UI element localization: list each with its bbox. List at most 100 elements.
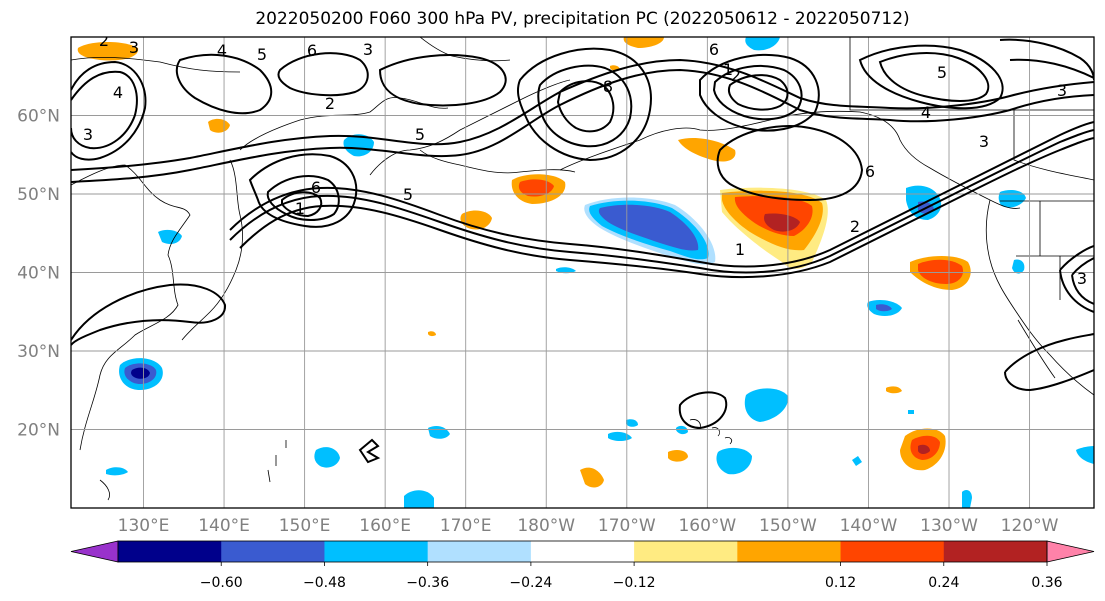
precip-negative-area [908,410,914,414]
pv-contour-label: 2 [731,66,741,85]
graticule [71,37,1094,508]
pv-contour [878,52,990,102]
pv-contour [712,65,803,121]
pv-contour [537,64,633,148]
colorbar-tick-label: −0.48 [303,575,346,591]
longitude-label: 120°W [1001,516,1059,536]
longitude-label: 170°E [440,516,492,536]
pv-contour-label: 1 [295,199,305,218]
precip-negative-area [556,267,576,274]
precip-negative-area [343,134,374,157]
pv-contour [1004,333,1094,392]
precip-negative-area [745,37,780,51]
pv-contour-label: 3 [83,125,93,144]
colorbar-tick-label: −0.24 [509,575,552,591]
pv-contour [175,53,273,115]
pv-contour [727,74,789,111]
pv-contour-label: 4 [113,83,123,102]
colorbar-bin [737,541,842,562]
longitude-label: 160°W [678,516,736,536]
pv-contour [229,121,1094,268]
longitude-label: 140°W [840,516,898,536]
pv-contour-label: 3 [129,38,139,57]
colorbar-extend-low [70,540,119,563]
pv-contour [378,54,507,107]
pv-contour [239,137,1094,279]
colorbar-tick-label: −0.12 [613,575,656,591]
pv-contour-label: 6 [709,40,719,59]
latitude-label: 20°N [17,421,60,441]
pv-contour-label: 3 [1077,269,1087,288]
precip-positive-area [918,259,964,284]
border-alaska-canada [849,37,1094,181]
pv-contour [71,70,138,150]
map-title: 2022050200 F060 300 hPa PV, precipitatio… [255,9,910,29]
precip-negative-area [1012,259,1025,274]
pv-contour-label: 6 [865,162,875,181]
border-states [1016,201,1094,300]
pv-contours [71,38,1094,464]
colorbar-bin [530,541,635,562]
colorbar-bin [324,541,429,562]
pv-contour [858,44,1004,110]
latitude-label: 60°N [17,107,60,127]
coastline-na-west [985,199,1094,396]
pv-contour [248,153,358,228]
pv-contour-label: 3 [979,132,989,151]
pv-contour-label: 5 [937,63,947,82]
longitude-label: 150°E [279,516,331,536]
coastline-aleutians [419,149,576,174]
pv-contour [556,80,615,133]
precip-negative-area [716,447,752,475]
colorbar-extend-high [1046,540,1095,563]
pv-contour-label: 3 [1057,81,1067,100]
pv-contour [699,53,820,132]
coastline-alaska [559,110,1021,209]
precip-negative-area [608,431,632,441]
coastline-kamchatka [239,97,449,151]
colorbar-frame [117,540,1048,563]
precip-positive-area [518,179,554,197]
colorbar-tick-label: −0.60 [200,575,243,591]
colorbar-tick-label: −0.36 [406,575,449,591]
colorbar-bin [634,541,738,562]
pv-contour-label: 4 [217,41,227,60]
colorbar-tick-labels: −0.60−0.48−0.36−0.24−0.120.120.240.360.4… [200,562,1063,591]
precip-negative-area [626,419,638,427]
pv-contour [71,283,227,346]
precip-positive-area [668,449,688,462]
pv-contour-label: 5 [257,45,267,64]
pv-contour [358,438,381,464]
longitude-label: 130°E [118,516,170,536]
pv-contour-label: 6 [307,41,317,60]
pv-contour [266,175,340,221]
colorbar-bin [118,541,222,562]
pv-contour [999,38,1094,81]
pv-contour-label: 6 [311,178,321,197]
pv-contour [1059,245,1094,313]
precip-negative-area [106,467,128,476]
precip-positive-area [208,118,230,133]
pv-contour-label: 1 [723,60,733,79]
latitude-label: 30°N [17,342,60,362]
colorbar-bin [427,541,532,562]
longitude-labels: 130°E 140°E 150°E 160°E 170°E 180°W 170°W 160°W… [118,516,1059,536]
colorbar-tick-label: 0.24 [928,575,959,591]
precip-positive-area [918,444,930,454]
pv-contour [229,129,1094,274]
coastline-japan [181,159,243,341]
longitude-label: 160°E [359,516,411,536]
longitude-label: 170°W [598,516,656,536]
precip-negative-area [314,447,340,468]
precip-positive-area [678,138,736,162]
colorbar [70,540,1095,563]
pv-contour-label: 4 [921,103,931,122]
colorbar-bin [943,541,1048,562]
colorbar-tick-label: 0.36 [1031,575,1062,591]
pv-contour-label: 5 [415,125,425,144]
pv-contour [71,60,147,161]
precip-negative-area [131,367,150,379]
precip-negative-area [158,229,182,244]
